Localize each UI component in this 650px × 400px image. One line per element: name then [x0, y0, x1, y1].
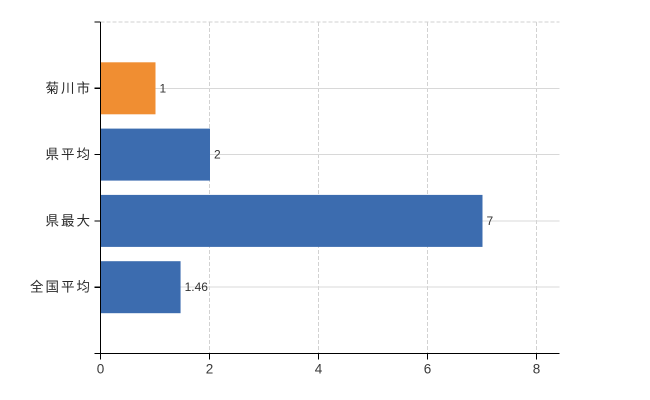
x-tick-label: 8	[533, 362, 541, 377]
x-tick-label: 4	[315, 362, 323, 377]
x-tick-label: 0	[97, 362, 105, 377]
bar-value-label: 1	[160, 81, 167, 95]
x-tick-label: 6	[424, 362, 432, 377]
bar-value-label: 1.46	[185, 280, 209, 294]
category-label: 県最大	[46, 213, 93, 228]
bar	[101, 261, 181, 314]
category-label: 県平均	[46, 147, 93, 162]
bar	[101, 128, 210, 181]
category-label: 全国平均	[30, 279, 92, 295]
category-label: 菊川市	[46, 80, 93, 96]
bar	[101, 62, 156, 115]
bar-value-label: 2	[214, 148, 221, 162]
bar-value-label: 7	[487, 214, 494, 228]
x-tick-label: 2	[206, 362, 214, 377]
bar	[101, 194, 483, 247]
